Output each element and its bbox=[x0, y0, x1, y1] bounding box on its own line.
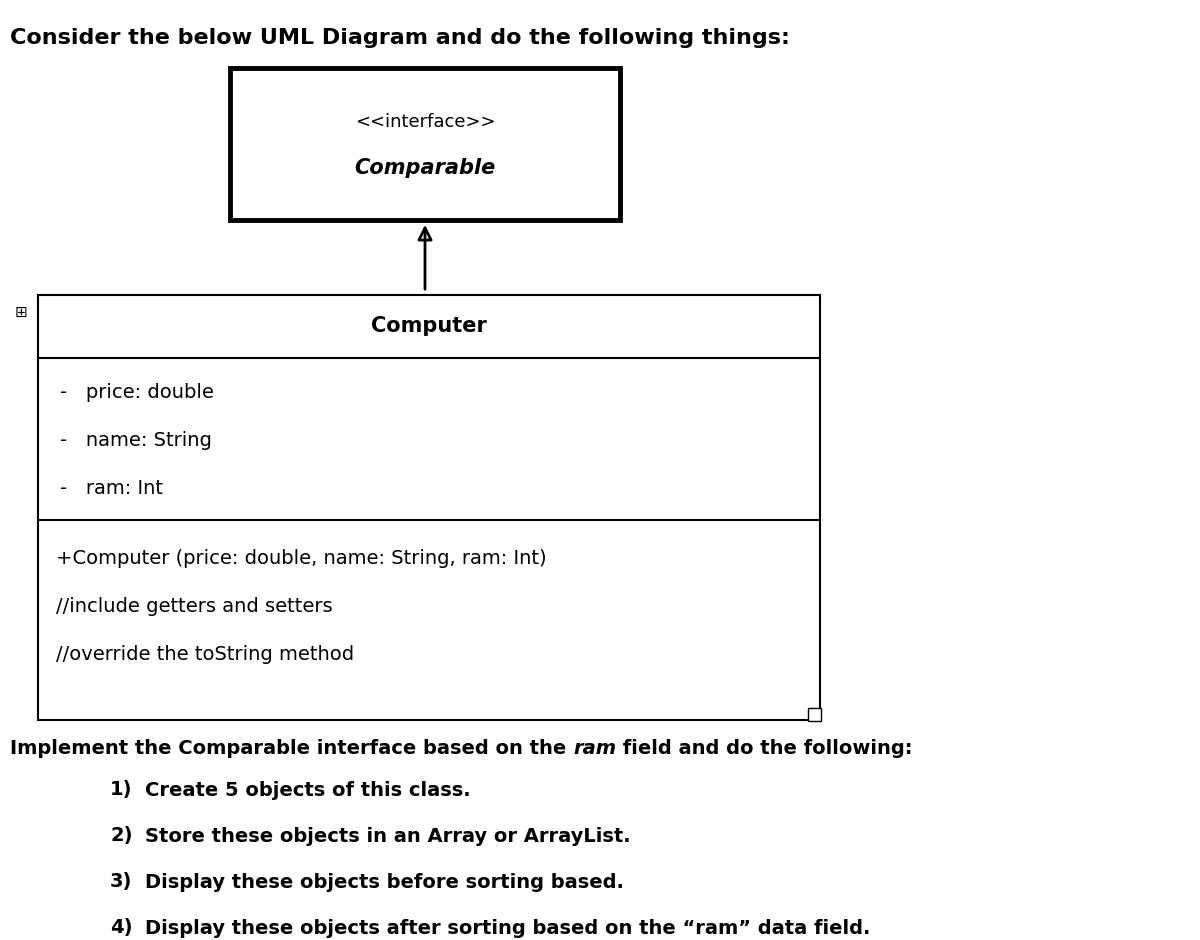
Text: ram: ram bbox=[574, 739, 616, 758]
Text: 3): 3) bbox=[110, 872, 132, 891]
Text: -   name: String: - name: String bbox=[60, 431, 212, 449]
Text: +Computer (price: double, name: String, ram: Int): +Computer (price: double, name: String, … bbox=[56, 549, 547, 568]
FancyBboxPatch shape bbox=[38, 295, 820, 720]
Text: 1): 1) bbox=[110, 780, 132, 800]
Text: <<interface>>: <<interface>> bbox=[355, 113, 496, 131]
Text: Consider the below UML Diagram and do the following things:: Consider the below UML Diagram and do th… bbox=[10, 28, 790, 48]
FancyBboxPatch shape bbox=[230, 68, 620, 220]
Text: 2): 2) bbox=[110, 826, 132, 845]
Text: Computer: Computer bbox=[371, 317, 487, 337]
Text: Implement the Comparable interface based on the: Implement the Comparable interface based… bbox=[10, 739, 574, 758]
Text: -   price: double: - price: double bbox=[60, 383, 214, 401]
Text: Display these objects before sorting based.: Display these objects before sorting bas… bbox=[145, 872, 624, 891]
Text: Comparable: Comparable bbox=[354, 158, 496, 178]
Text: -   ram: Int: - ram: Int bbox=[60, 478, 163, 497]
Text: Store these objects in an Array or ArrayList.: Store these objects in an Array or Array… bbox=[145, 826, 631, 845]
Text: field and do the following:: field and do the following: bbox=[616, 739, 913, 758]
Text: ⊞: ⊞ bbox=[14, 305, 28, 320]
FancyBboxPatch shape bbox=[808, 708, 821, 721]
Text: //include getters and setters: //include getters and setters bbox=[56, 597, 332, 616]
Text: Display these objects after sorting based on the “ram” data field.: Display these objects after sorting base… bbox=[145, 918, 870, 937]
Text: 4): 4) bbox=[110, 918, 132, 937]
Text: //override the toString method: //override the toString method bbox=[56, 645, 354, 664]
Text: Create 5 objects of this class.: Create 5 objects of this class. bbox=[145, 780, 470, 800]
